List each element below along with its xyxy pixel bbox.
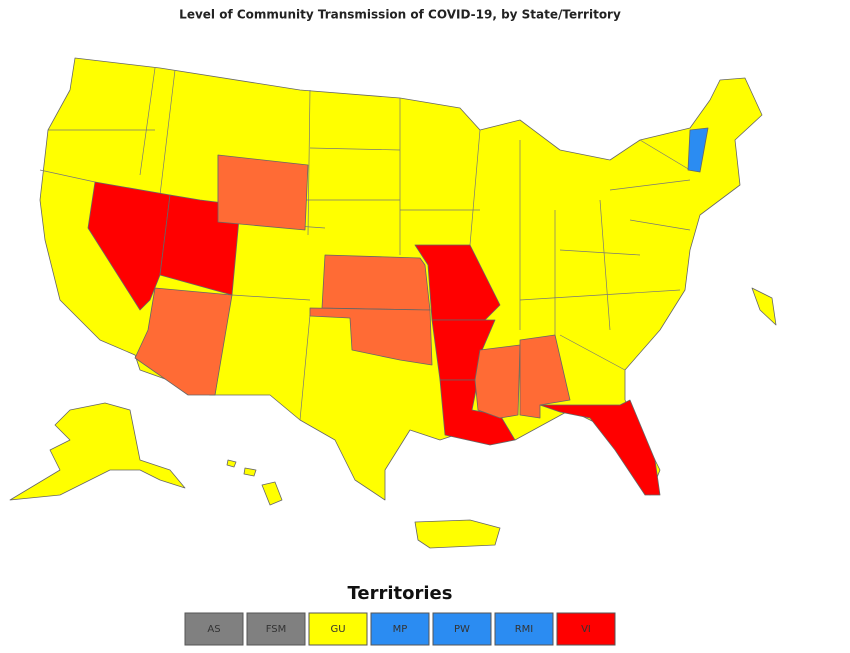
- state: [414, 244, 501, 321]
- territory-box[interactable]: [184, 612, 244, 646]
- territory-label: VI: [581, 624, 591, 635]
- state: [687, 127, 709, 173]
- territory-label: RMI: [515, 624, 534, 635]
- territory-box[interactable]: [432, 612, 492, 646]
- territory-box[interactable]: [246, 612, 306, 646]
- territory-label: AS: [207, 624, 220, 635]
- territory-box[interactable]: [556, 612, 616, 646]
- state: [321, 254, 431, 311]
- territory-label: GU: [330, 624, 345, 635]
- territory-legend: AS FSM GU MP PW RMI VI: [184, 612, 616, 646]
- territory-label: PW: [454, 624, 470, 635]
- states: [9, 57, 777, 549]
- state: [217, 154, 309, 231]
- state: [261, 481, 283, 506]
- territory-box[interactable]: [494, 612, 554, 646]
- territory-box[interactable]: [308, 612, 368, 646]
- territories-title: Territories: [348, 583, 453, 604]
- state: [134, 287, 233, 396]
- state: [751, 287, 777, 326]
- state: [539, 399, 661, 496]
- state: [309, 307, 433, 366]
- state: [9, 402, 186, 501]
- state: [414, 519, 501, 549]
- state: [474, 344, 521, 419]
- state: [226, 459, 237, 468]
- territory-label: MP: [393, 624, 408, 635]
- map-title: Level of Community Transmission of COVID…: [179, 8, 621, 22]
- state: [243, 467, 257, 477]
- territory-box[interactable]: [370, 612, 430, 646]
- territory-label: FSM: [266, 624, 287, 635]
